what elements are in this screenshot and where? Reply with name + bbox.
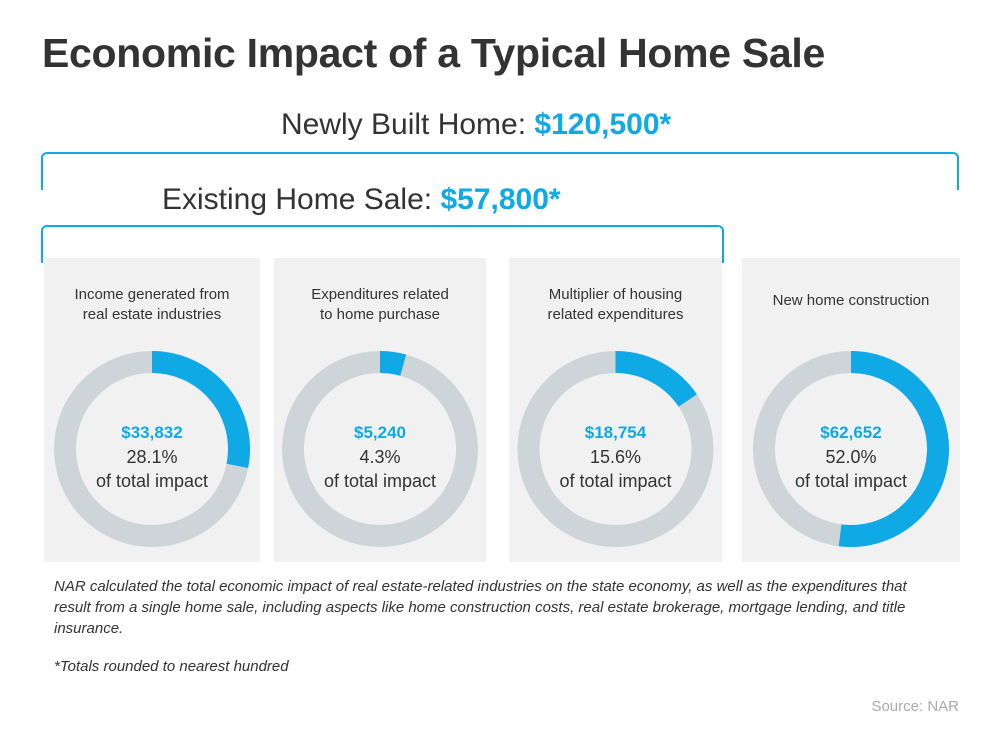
impact-value: $5,240 — [354, 423, 406, 442]
panel-label-line: to home purchase — [319, 306, 441, 323]
donut-chart — [753, 351, 949, 547]
impact-percent: 4.3% — [359, 447, 401, 467]
panel-label-line: New home construction — [772, 292, 930, 309]
impact-percent: 52.0% — [825, 447, 877, 467]
panel-new-construction: New home construction $62,652 52.0% of t… — [742, 258, 960, 562]
impact-percent: 28.1% — [126, 447, 178, 467]
newly-built-home-label: Newly Built Home: $120,500* — [281, 108, 671, 142]
donut-segment — [379, 351, 407, 376]
donut-segment — [151, 351, 250, 468]
panel-multiplier: Multiplier of housing related expenditur… — [509, 258, 722, 562]
newly-built-home-text: Newly Built Home: — [281, 108, 535, 141]
donut-segment — [615, 351, 697, 408]
page-title: Economic Impact of a Typical Home Sale — [42, 30, 826, 76]
panel-label-line: Expenditures related — [311, 286, 449, 303]
panel-label: Expenditures related to home purchase — [274, 285, 486, 325]
impact-caption: of total impact — [323, 471, 437, 491]
impact-percent: 15.6% — [589, 447, 642, 467]
existing-home-sale-bracket — [41, 225, 724, 263]
impact-caption: of total impact — [95, 471, 209, 491]
rounding-footnote: *Totals rounded to nearest hundred — [54, 658, 289, 675]
donut-chart — [54, 351, 250, 547]
existing-home-sale-text: Existing Home Sale: — [162, 183, 441, 216]
donut-chart — [517, 351, 714, 547]
donut-center: $18,754 15.6% of total impact — [509, 421, 722, 493]
panel-label-line: real estate industries — [82, 306, 222, 323]
panel-label: Income generated from real estate indust… — [44, 285, 260, 325]
newly-built-home-amount: $120,500* — [534, 108, 672, 141]
impact-value: $62,652 — [820, 423, 882, 442]
panel-label-line: related expenditures — [547, 306, 684, 323]
panel-label: New home construction — [742, 291, 960, 311]
donut-center: $5,240 4.3% of total impact — [274, 421, 486, 493]
donut-segment — [838, 351, 949, 547]
donut-center: $33,832 28.1% of total impact — [44, 421, 260, 493]
panel-income: Income generated from real estate indust… — [44, 258, 260, 562]
source-credit: Source: NAR — [871, 698, 959, 715]
newly-built-home-bracket — [41, 152, 959, 190]
panel-label-line: Multiplier of housing — [548, 286, 683, 303]
donut-center: $62,652 52.0% of total impact — [742, 421, 960, 493]
methodology-note: NAR calculated the total economic impact… — [54, 578, 907, 637]
panel-label-line: Income generated from — [74, 286, 230, 303]
impact-value: $33,832 — [121, 423, 183, 442]
existing-home-sale-amount: $57,800* — [440, 183, 561, 216]
panel-expenditures: Expenditures related to home purchase $5… — [274, 258, 486, 562]
panel-label: Multiplier of housing related expenditur… — [509, 285, 722, 325]
impact-value: $18,754 — [584, 423, 647, 442]
donut-chart — [282, 351, 478, 547]
impact-caption: of total impact — [559, 471, 672, 491]
existing-home-sale-label: Existing Home Sale: $57,800* — [162, 183, 561, 217]
impact-caption: of total impact — [794, 471, 908, 491]
